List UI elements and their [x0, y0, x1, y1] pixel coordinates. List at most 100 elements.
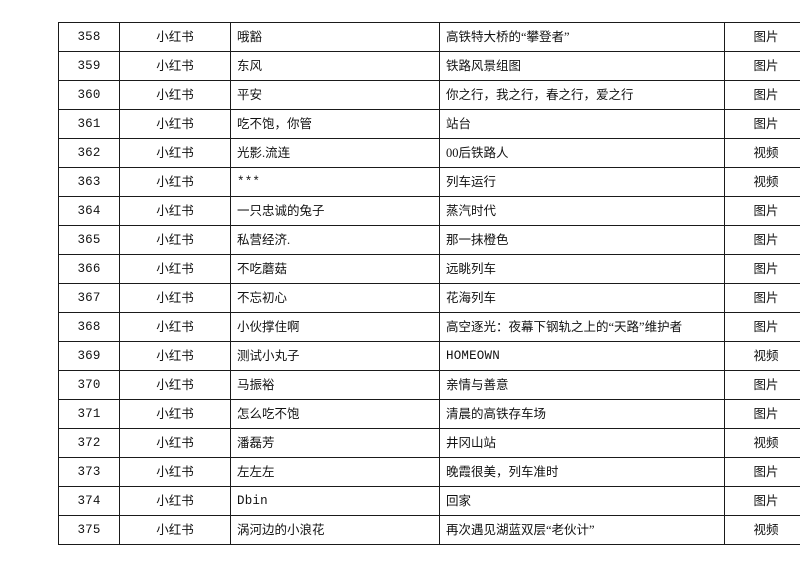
cell-platform: 小红书: [119, 167, 231, 197]
cell-type: 视频: [724, 515, 800, 545]
cell-author: 平安: [230, 80, 440, 110]
cell-platform: 小红书: [119, 457, 231, 487]
cell-author: Dbin: [230, 486, 440, 516]
cell-title: 铁路风景组图: [439, 51, 725, 81]
cell-type: 图片: [724, 22, 800, 52]
table-row: 360 小红书 平安 你之行，我之行，春之行，爱之行 图片: [58, 80, 800, 110]
cell-platform: 小红书: [119, 312, 231, 342]
cell-author: 马振裕: [230, 370, 440, 400]
table-row: 358 小红书 哦豁 高铁特大桥的“攀登者” 图片: [58, 22, 800, 52]
cell-author: ***: [230, 167, 440, 197]
table-row: 366 小红书 不吃蘑菇 远眺列车 图片: [58, 254, 800, 284]
cell-platform: 小红书: [119, 22, 231, 52]
cell-author: 怎么吃不饱: [230, 399, 440, 429]
cell-type: 图片: [724, 370, 800, 400]
cell-id: 375: [58, 515, 120, 545]
cell-author: 小伙撑住啊: [230, 312, 440, 342]
cell-platform: 小红书: [119, 109, 231, 139]
cell-id: 366: [58, 254, 120, 284]
cell-id: 360: [58, 80, 120, 110]
cell-title: 你之行，我之行，春之行，爱之行: [439, 80, 725, 110]
table-row: 368 小红书 小伙撑住啊 高空逐光：夜幕下钢轨之上的“天路”维护者 图片: [58, 312, 800, 342]
cell-id: 359: [58, 51, 120, 81]
cell-id: 373: [58, 457, 120, 487]
cell-platform: 小红书: [119, 225, 231, 255]
cell-title: 那一抹橙色: [439, 225, 725, 255]
cell-title: 列车运行: [439, 167, 725, 197]
table-row: 372 小红书 潘磊芳 井冈山站 视频: [58, 428, 800, 458]
cell-title: 清晨的高铁存车场: [439, 399, 725, 429]
cell-title: HOMEOWN: [439, 341, 725, 371]
content-table: 358 小红书 哦豁 高铁特大桥的“攀登者” 图片 359 小红书 东风 铁路风景组图 图片 360…: [58, 22, 800, 545]
cell-title: 00后铁路人: [439, 138, 725, 168]
cell-id: 362: [58, 138, 120, 168]
cell-type: 图片: [724, 225, 800, 255]
cell-id: 369: [58, 341, 120, 371]
cell-author: 潘磊芳: [230, 428, 440, 458]
cell-author: 不忘初心: [230, 283, 440, 313]
cell-author: 光影.流连: [230, 138, 440, 168]
cell-type: 视频: [724, 138, 800, 168]
table-row: 364 小红书 一只忠诚的兔子 蒸汽时代 图片: [58, 196, 800, 226]
cell-platform: 小红书: [119, 341, 231, 371]
table-row: 370 小红书 马振裕 亲情与善意 图片: [58, 370, 800, 400]
cell-type: 图片: [724, 283, 800, 313]
cell-title: 晚霞很美，列车准时: [439, 457, 725, 487]
cell-type: 图片: [724, 80, 800, 110]
cell-author: 哦豁: [230, 22, 440, 52]
cell-platform: 小红书: [119, 515, 231, 545]
cell-type: 图片: [724, 254, 800, 284]
cell-id: 364: [58, 196, 120, 226]
cell-type: 图片: [724, 196, 800, 226]
cell-platform: 小红书: [119, 51, 231, 81]
cell-author: 涡河边的小浪花: [230, 515, 440, 545]
cell-title: 高铁特大桥的“攀登者”: [439, 22, 725, 52]
cell-platform: 小红书: [119, 80, 231, 110]
cell-type: 视频: [724, 428, 800, 458]
cell-id: 372: [58, 428, 120, 458]
cell-id: 367: [58, 283, 120, 313]
cell-platform: 小红书: [119, 196, 231, 226]
table-row: 374 小红书 Dbin 回家 图片: [58, 486, 800, 516]
table-row: 367 小红书 不忘初心 花海列车 图片: [58, 283, 800, 313]
table-row: 369 小红书 测试小丸子 HOMEOWN 视频: [58, 341, 800, 371]
table-body: 358 小红书 哦豁 高铁特大桥的“攀登者” 图片 359 小红书 东风 铁路风景组图 图片 360…: [58, 22, 800, 545]
cell-type: 图片: [724, 312, 800, 342]
cell-type: 图片: [724, 486, 800, 516]
cell-platform: 小红书: [119, 254, 231, 284]
table-row: 363 小红书 *** 列车运行 视频: [58, 167, 800, 197]
cell-id: 358: [58, 22, 120, 52]
cell-author: 东风: [230, 51, 440, 81]
cell-title: 蒸汽时代: [439, 196, 725, 226]
cell-title: 远眺列车: [439, 254, 725, 284]
cell-title: 花海列车: [439, 283, 725, 313]
cell-title: 站台: [439, 109, 725, 139]
table-row: 359 小红书 东风 铁路风景组图 图片: [58, 51, 800, 81]
table-row: 361 小红书 吃不饱，你管 站台 图片: [58, 109, 800, 139]
cell-type: 视频: [724, 167, 800, 197]
cell-author: 测试小丸子: [230, 341, 440, 371]
cell-id: 368: [58, 312, 120, 342]
table-row: 365 小红书 私营经济. 那一抹橙色 图片: [58, 225, 800, 255]
cell-id: 370: [58, 370, 120, 400]
cell-platform: 小红书: [119, 428, 231, 458]
table-row: 362 小红书 光影.流连 00后铁路人 视频: [58, 138, 800, 168]
cell-title: 回家: [439, 486, 725, 516]
cell-author: 私营经济.: [230, 225, 440, 255]
cell-id: 374: [58, 486, 120, 516]
cell-title: 再次遇见湖蓝双层“老伙计”: [439, 515, 725, 545]
cell-author: 一只忠诚的兔子: [230, 196, 440, 226]
cell-platform: 小红书: [119, 399, 231, 429]
cell-platform: 小红书: [119, 138, 231, 168]
cell-type: 图片: [724, 109, 800, 139]
cell-platform: 小红书: [119, 283, 231, 313]
cell-platform: 小红书: [119, 370, 231, 400]
cell-title: 亲情与善意: [439, 370, 725, 400]
table-row: 373 小红书 左左左 晚霞很美，列车准时 图片: [58, 457, 800, 487]
cell-id: 365: [58, 225, 120, 255]
cell-id: 371: [58, 399, 120, 429]
cell-type: 视频: [724, 341, 800, 371]
cell-type: 图片: [724, 51, 800, 81]
table-container: 358 小红书 哦豁 高铁特大桥的“攀登者” 图片 359 小红书 东风 铁路风景组图 图片 360…: [58, 22, 800, 545]
